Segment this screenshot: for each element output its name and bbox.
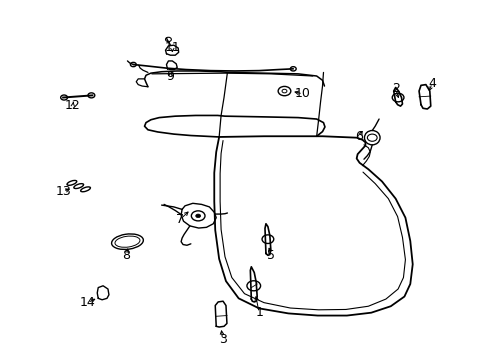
Text: 3: 3	[218, 333, 226, 346]
Text: 11: 11	[164, 41, 180, 54]
Text: 14: 14	[80, 296, 95, 309]
Text: 6: 6	[354, 130, 362, 144]
Text: 12: 12	[65, 99, 81, 112]
Circle shape	[195, 214, 200, 218]
Text: 5: 5	[267, 249, 275, 262]
Text: 8: 8	[122, 249, 130, 262]
Text: 1: 1	[255, 306, 263, 319]
Text: 4: 4	[427, 77, 435, 90]
Text: 7: 7	[176, 213, 184, 226]
Text: 13: 13	[55, 185, 71, 198]
Text: 9: 9	[166, 69, 174, 82]
Text: 2: 2	[391, 82, 399, 95]
Text: 10: 10	[294, 87, 310, 100]
